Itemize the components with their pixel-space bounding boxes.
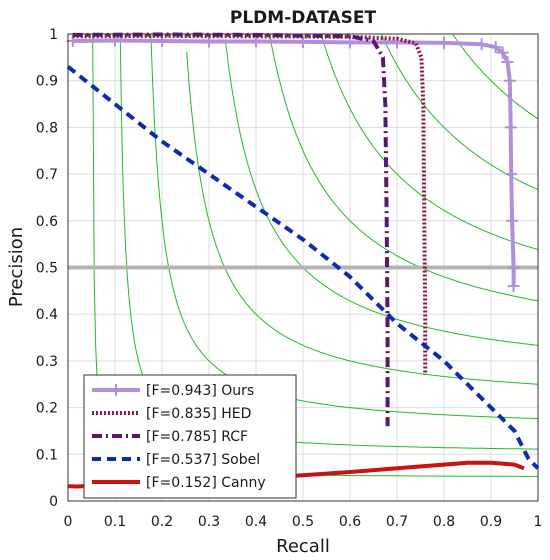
iso-f-curve (320, 33, 539, 250)
x-axis-label: Recall (276, 536, 330, 557)
series-line-0 (72, 38, 516, 287)
legend-marker (110, 384, 122, 396)
iso-f-curve (150, 33, 539, 420)
x-tick-labels: 0 0.1 0.2 0.3 0.4 0.5 0.6 0.7 0.8 0.9 1 (64, 514, 543, 530)
y-tick-label: 0 (49, 494, 58, 510)
x-tick-label: 0.1 (104, 514, 126, 530)
series-point (66, 35, 79, 48)
plot-frame (67, 33, 539, 502)
y-tick-label: 0.5 (36, 261, 58, 277)
x-tick-label: 0.7 (386, 514, 408, 530)
legend-label: [F=0.785] RCF (146, 429, 248, 445)
iso-f-curve (225, 43, 539, 346)
y-tick-label: 0.4 (36, 307, 58, 323)
x-tick-label: 0.5 (292, 514, 314, 530)
iso-f-curve (268, 33, 539, 302)
x-tick-label: 0.9 (480, 514, 502, 530)
series-point (505, 168, 518, 181)
x-tick-label: 0.4 (245, 514, 267, 530)
legend-label: [F=0.835] HED (146, 406, 251, 422)
y-tick-label: 0.2 (36, 401, 58, 417)
series-point (506, 214, 519, 227)
y-tick-label: 0.9 (36, 74, 58, 90)
legend-label: [F=0.152] Canny (146, 475, 266, 491)
x-tick-label: 1 (534, 514, 543, 530)
y-tick-label: 0.1 (36, 447, 58, 463)
x-tick-label: 0.3 (198, 514, 220, 530)
y-tick-label: 0.3 (36, 354, 58, 370)
series-point (250, 35, 262, 48)
series-point (489, 41, 502, 54)
iso-f-curve (380, 33, 539, 191)
series-point (475, 38, 488, 51)
iso-f-curve (186, 51, 539, 385)
series-point (496, 46, 509, 59)
x-tick-label: 0 (64, 514, 73, 530)
series-point (507, 280, 520, 293)
y-tick-label: 0.8 (36, 120, 58, 136)
series-point (297, 35, 309, 48)
series-line-2 (72, 32, 390, 427)
legend-label: [F=0.943] Ours (146, 383, 254, 399)
chart-title: PLDM-DATASET (230, 8, 377, 28)
y-axis-label: Precision (6, 227, 27, 307)
y-tick-label: 0.6 (36, 214, 58, 230)
legend-label: [F=0.537] Sobel (146, 452, 260, 468)
series-point (507, 261, 520, 274)
series-line-3 (66, 65, 540, 470)
y-tick-label: 1 (49, 27, 58, 43)
series-point (504, 121, 517, 134)
x-tick-label: 0.8 (433, 514, 455, 530)
series-point (438, 36, 450, 49)
y-tick-label: 0.7 (36, 167, 58, 183)
x-tick-label: 0.6 (339, 514, 361, 530)
iso-f-curve (452, 34, 539, 120)
x-tick-label: 0.2 (151, 514, 173, 530)
series-line-1 (72, 33, 428, 375)
y-tick-labels: 0 0.1 0.2 0.3 0.4 0.5 0.6 0.7 0.8 0.9 1 (36, 27, 58, 510)
series-point (503, 74, 516, 87)
legend: [F=0.943] Ours [F=0.835] HED [F=0.785] RCF… (83, 374, 297, 499)
series-point (501, 56, 514, 69)
